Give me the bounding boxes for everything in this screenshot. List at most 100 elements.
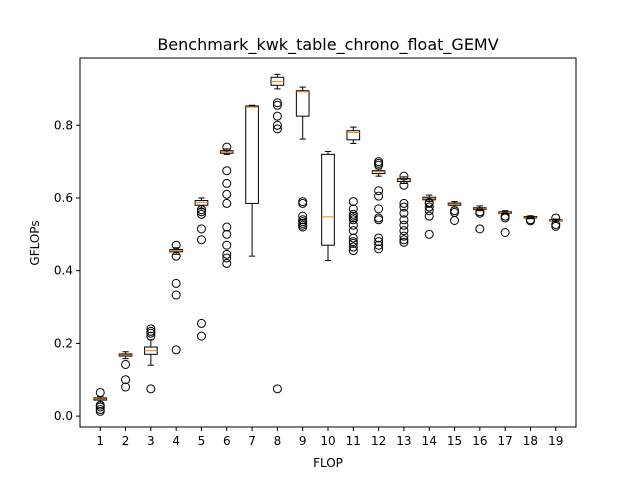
x-tick-label: 7 [248, 434, 256, 448]
flier-point [298, 211, 308, 221]
flier-point [95, 387, 105, 397]
flier-point [374, 244, 384, 254]
x-tick-label: 1 [96, 434, 104, 448]
flier-point [146, 384, 156, 394]
x-tick-label: 11 [346, 434, 361, 448]
flier-point [424, 197, 434, 207]
flier-point [374, 204, 384, 214]
y-tick-label: 0.6 [54, 191, 73, 205]
flier-point [551, 213, 561, 223]
flier-point [424, 229, 434, 239]
box-iqr [321, 153, 335, 246]
flier-point [171, 290, 181, 300]
x-tick-label: 8 [274, 434, 282, 448]
flier-point [500, 211, 510, 221]
flier-point [196, 205, 206, 215]
flier-point [348, 226, 358, 236]
flier-point [399, 237, 409, 247]
flier-point [450, 206, 460, 216]
y-tick-label: 0.8 [54, 118, 73, 132]
x-tick-label: 2 [122, 434, 130, 448]
x-tick-label: 17 [498, 434, 513, 448]
x-tick-label: 9 [299, 434, 307, 448]
x-tick-label: 3 [147, 434, 155, 448]
flier-point [525, 215, 535, 225]
flier-point [171, 251, 181, 261]
x-tick-label: 14 [422, 434, 437, 448]
flier-point [374, 186, 384, 196]
y-tick-label: 0.0 [54, 409, 73, 423]
flier-point [424, 202, 434, 212]
flier-point [222, 178, 232, 188]
flier-point [196, 318, 206, 328]
flier-point [348, 237, 358, 247]
flier-point [424, 211, 434, 221]
flier-point [399, 226, 409, 236]
flier-point [196, 209, 206, 219]
flier-point [348, 204, 358, 214]
flier-point [399, 180, 409, 190]
flier-point [348, 220, 358, 230]
flier-point [222, 249, 232, 259]
x-tick-label: 12 [371, 434, 386, 448]
flier-point [196, 207, 206, 217]
x-tick-label: 10 [320, 434, 335, 448]
flier-point [272, 98, 282, 108]
flier-point [475, 207, 485, 217]
flier-point [348, 233, 358, 243]
flier-point [374, 237, 384, 247]
y-tick-label: 0.2 [54, 336, 73, 350]
box-iqr [346, 130, 361, 141]
flier-point [272, 100, 282, 110]
flier-point [146, 331, 156, 341]
y-tick-label: 0.4 [54, 264, 73, 278]
flier-point [272, 120, 282, 130]
flier-point [399, 231, 409, 241]
x-tick-label: 5 [198, 434, 206, 448]
chart-title: Benchmark_kwk_table_chrono_float_GEMV [157, 35, 498, 55]
flier-point [196, 235, 206, 245]
flier-point [222, 222, 232, 232]
flier-point [222, 240, 232, 250]
flier-point [551, 220, 561, 230]
flier-point [146, 326, 156, 336]
flier-point [222, 166, 232, 176]
x-tick-label: 4 [172, 434, 180, 448]
flier-point [272, 124, 282, 134]
flier-point [95, 400, 105, 410]
flier-point [121, 359, 131, 369]
flier-point [222, 189, 232, 199]
flier-point [171, 240, 181, 250]
flier-point [399, 198, 409, 208]
flier-point [374, 240, 384, 250]
x-tick-label: 15 [447, 434, 462, 448]
flier-point [146, 324, 156, 334]
flier-point [374, 191, 384, 201]
flier-point [348, 242, 358, 252]
flier-point [121, 375, 131, 385]
flier-point [500, 228, 510, 238]
flier-point [374, 233, 384, 243]
flier-point [399, 215, 409, 225]
flier-point [399, 171, 409, 181]
flier-point [121, 382, 131, 392]
flier-point [222, 142, 232, 152]
flier-point [399, 202, 409, 212]
flier-point [399, 220, 409, 230]
flier-point [399, 208, 409, 218]
flier-point [475, 224, 485, 234]
x-tick-label: 19 [548, 434, 563, 448]
flier-point [222, 258, 232, 268]
x-tick-label: 13 [396, 434, 411, 448]
x-tick-label: 18 [523, 434, 538, 448]
flier-point [171, 278, 181, 288]
flier-point [196, 331, 206, 341]
flier-point [95, 405, 105, 415]
x-tick-label: 6 [223, 434, 231, 448]
flier-point [348, 246, 358, 256]
flier-point [222, 253, 232, 263]
flier-point [272, 111, 282, 121]
x-tick-label: 16 [472, 434, 487, 448]
flier-point [399, 235, 409, 245]
